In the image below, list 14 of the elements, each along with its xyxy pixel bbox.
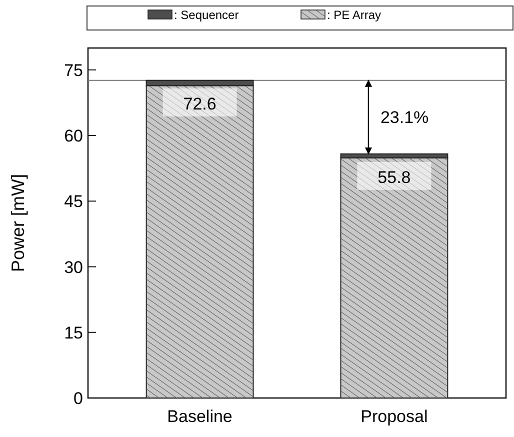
y-tick-label: 45 bbox=[64, 192, 83, 212]
x-tick-label: Baseline bbox=[167, 407, 232, 426]
y-tick-label: 0 bbox=[74, 389, 83, 408]
total-label: 55.8 bbox=[378, 168, 411, 187]
x-tick-label: Proposal bbox=[360, 407, 428, 426]
y-axis-title: Power [mW] bbox=[8, 174, 28, 272]
annotation: 23.1% bbox=[380, 108, 429, 128]
y-tick-label: 15 bbox=[64, 323, 83, 342]
legend-label: : Sequencer bbox=[174, 8, 239, 22]
legend-label: : PE Array bbox=[327, 8, 382, 22]
y-tick-label: 60 bbox=[64, 126, 83, 146]
y-tick-label: 30 bbox=[64, 258, 83, 277]
total-label: 72.6 bbox=[183, 94, 216, 114]
y-tick-label: 75 bbox=[64, 60, 83, 80]
